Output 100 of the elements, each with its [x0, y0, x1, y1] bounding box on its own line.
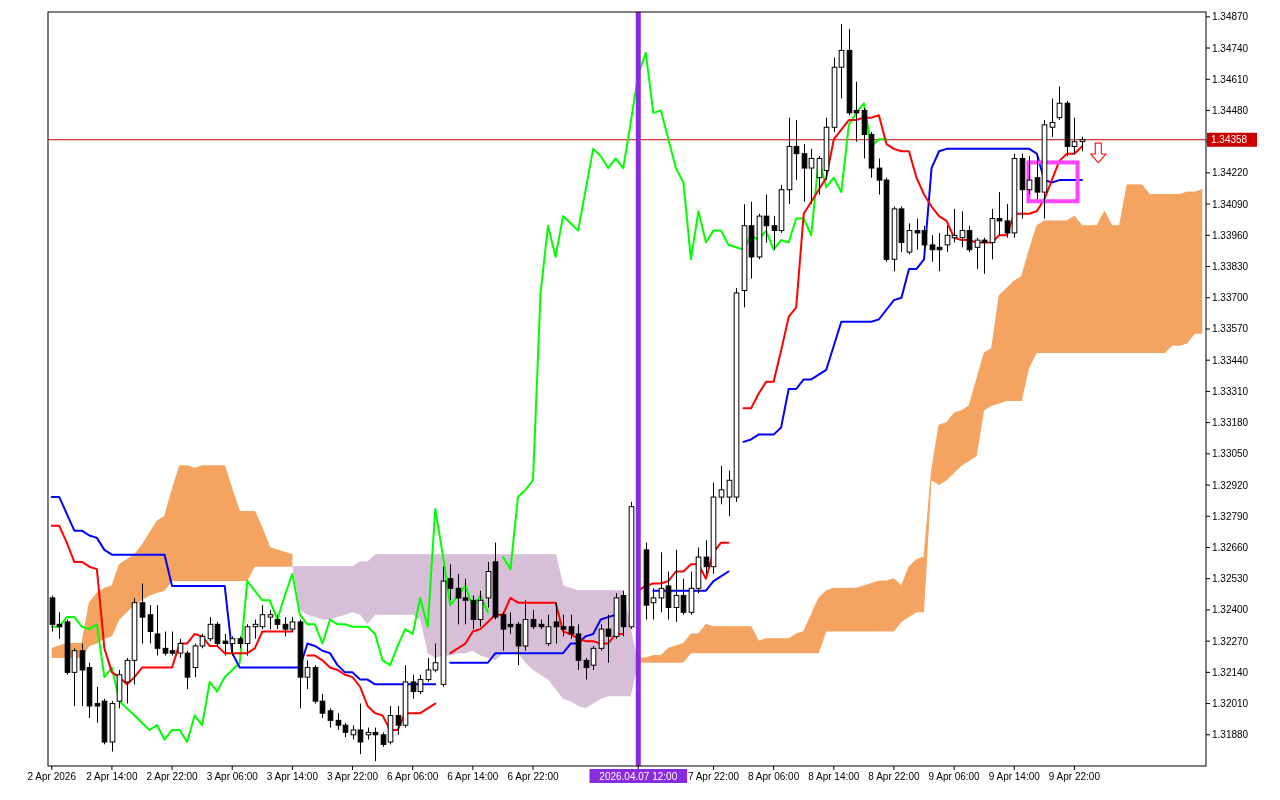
candlestick [545, 614, 552, 647]
candlestick [929, 234, 936, 263]
y-tick-label: 1.31880 [1212, 729, 1249, 741]
y-tick-label: 1.34220 [1212, 167, 1249, 179]
candlestick [680, 578, 687, 616]
candlestick [914, 218, 921, 251]
candlestick [853, 81, 860, 143]
candlestick [1071, 117, 1078, 155]
candlestick [124, 657, 131, 705]
candlestick [801, 143, 808, 203]
y-tick-label: 1.33050 [1212, 448, 1249, 460]
y-tick-label: 1.33310 [1212, 385, 1249, 397]
y-tick-label: 1.32920 [1212, 479, 1249, 491]
y-tick-label: 1.34740 [1212, 42, 1249, 54]
candlestick [996, 191, 1003, 236]
x-tick-label: 6 Apr 22:00 [507, 771, 560, 782]
candlestick [726, 470, 733, 517]
candlestick [771, 215, 778, 251]
x-tick-label: 3 Apr 06:00 [206, 771, 259, 782]
candlestick [1004, 203, 1011, 239]
candlestick [447, 563, 454, 601]
y-tick-label: 1.34480 [1212, 104, 1249, 116]
candlestick [598, 623, 605, 652]
candlestick [906, 222, 913, 256]
x-tick-label: 2 Apr 2026 [27, 771, 77, 782]
candlestick [222, 633, 229, 657]
y-tick-label: 1.32270 [1212, 635, 1249, 647]
candlestick [658, 551, 665, 613]
y-tick-label: 1.32010 [1212, 698, 1249, 710]
candlestick [553, 602, 560, 645]
y-tick-label: 1.33960 [1212, 229, 1249, 241]
candlestick [229, 635, 236, 657]
y-tick-label: 1.33180 [1212, 417, 1249, 429]
candlestick [590, 645, 597, 671]
x-tick-label: 9 Apr 22:00 [1048, 771, 1101, 782]
x-tick-label: 7 Apr 22:00 [687, 771, 740, 782]
candlestick [718, 465, 725, 505]
y-tick-label: 1.33830 [1212, 261, 1249, 273]
x-tick-label: 3 Apr 14:00 [266, 771, 319, 782]
candlestick [94, 686, 101, 724]
candlestick [808, 148, 815, 205]
candlestick [944, 225, 951, 253]
y-tick-label: 1.34090 [1212, 198, 1249, 210]
candlestick [605, 614, 612, 664]
candlestick [169, 631, 176, 657]
y-tick-label: 1.32140 [1212, 666, 1249, 678]
candlestick [703, 539, 710, 575]
y-tick-label: 1.33570 [1212, 323, 1249, 335]
candlestick [432, 643, 439, 673]
y-tick-label: 1.34610 [1212, 73, 1249, 85]
candlestick [79, 643, 86, 707]
candlestick [244, 623, 251, 657]
candlestick [177, 638, 184, 659]
candlestick [139, 583, 146, 645]
candlestick [876, 157, 883, 195]
y-tick-label: 1.33700 [1212, 292, 1249, 304]
candlestick [665, 571, 672, 621]
candlestick [650, 587, 657, 621]
x-tick-label: 2 Apr 14:00 [86, 771, 138, 782]
candlestick [500, 611, 507, 652]
ref-line-label: 1.34358 [1211, 134, 1248, 146]
candlestick [763, 194, 770, 244]
candlestick [154, 604, 161, 657]
y-tick-label: 1.34870 [1212, 11, 1249, 23]
candlestick [395, 705, 402, 736]
candlestick [162, 631, 169, 657]
candlestick [327, 707, 334, 729]
candlestick [568, 614, 575, 640]
candlestick [455, 573, 462, 625]
candlestick [147, 604, 154, 645]
x-tick-label: 2 Apr 22:00 [146, 771, 199, 782]
y-tick-label: 1.32400 [1212, 604, 1249, 616]
candlestick [71, 647, 78, 707]
candlestick [357, 703, 364, 755]
candlestick [921, 225, 928, 251]
candlestick [1026, 155, 1033, 195]
x-tick-label: 2026.04.07 12:00 [599, 771, 678, 782]
x-tick-label: 8 Apr 22:00 [868, 771, 920, 782]
candlestick [410, 674, 417, 700]
candlestick [974, 237, 981, 270]
candlestick [267, 609, 274, 630]
candlestick [462, 578, 469, 625]
x-tick-label: 8 Apr 06:00 [748, 771, 800, 782]
x-tick-label: 3 Apr 22:00 [326, 771, 379, 782]
x-tick-label: 6 Apr 14:00 [447, 771, 499, 782]
candlestick [192, 643, 199, 678]
y-tick-label: 1.32530 [1212, 573, 1249, 585]
candlestick [560, 614, 567, 637]
candlestick [304, 659, 311, 690]
y-tick-label: 1.33440 [1212, 354, 1249, 366]
candlestick [1034, 155, 1041, 200]
x-tick-label: 9 Apr 14:00 [988, 771, 1041, 782]
candlestick [282, 616, 289, 637]
candlestick [981, 237, 988, 275]
candlestick [425, 657, 432, 683]
candlestick [838, 23, 845, 99]
y-tick-label: 1.32790 [1212, 510, 1249, 522]
y-tick-label: 1.32660 [1212, 541, 1249, 553]
candlestick [1049, 97, 1056, 138]
x-tick-label: 9 Apr 06:00 [928, 771, 981, 782]
